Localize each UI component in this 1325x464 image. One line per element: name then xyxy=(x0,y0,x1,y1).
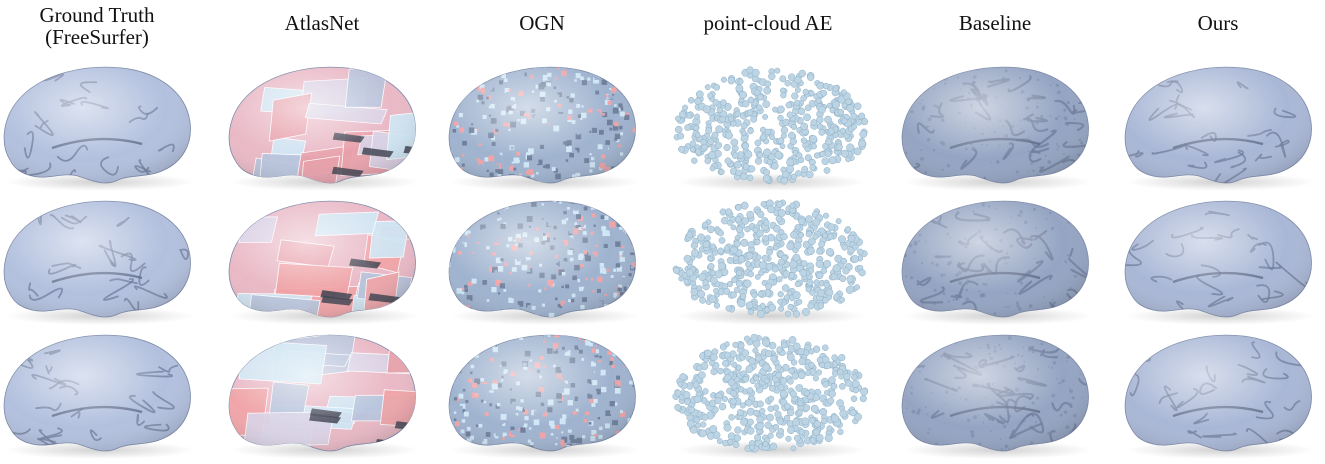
brain-render-ours-row-2 xyxy=(1113,186,1323,326)
brain-render-ours-row-1 xyxy=(1113,52,1323,192)
column-header-line: point-cloud AE xyxy=(703,11,833,35)
point-cloud-brain xyxy=(672,199,868,318)
brain-render-ogn-row-1 xyxy=(437,52,647,192)
column-header-line: Ground Truth xyxy=(39,3,155,27)
ground-shadow xyxy=(676,307,866,325)
atlasnet-brain xyxy=(228,66,416,184)
column-header-gt: Ground Truth (FreeSurfer) xyxy=(0,4,207,48)
brain-render-baseline-row-1 xyxy=(890,52,1100,192)
brain-render-gt-row-3 xyxy=(0,320,202,460)
freesurfer-brain xyxy=(3,334,191,452)
baseline-brain xyxy=(901,200,1089,318)
atlasnet-brain xyxy=(228,200,416,318)
brain-render-atlasnet-row-1 xyxy=(217,52,427,192)
baseline-brain xyxy=(901,334,1089,452)
ours-brain xyxy=(1124,66,1312,184)
atlasnet-brain xyxy=(228,334,416,452)
column-header-ours: Ours xyxy=(1108,12,1325,56)
point-cloud-brain xyxy=(673,66,869,185)
column-header-line: Ours xyxy=(1197,11,1239,35)
brain-render-gt-row-2 xyxy=(0,186,202,326)
column-header-ogn: OGN xyxy=(432,12,652,56)
ours-brain xyxy=(1124,200,1312,318)
column-header-line: (FreeSurfer) xyxy=(45,25,149,49)
column-header-line: Baseline xyxy=(958,11,1032,35)
ogn-brain xyxy=(448,200,636,318)
baseline-brain xyxy=(901,66,1089,184)
column-header-baseline: Baseline xyxy=(885,12,1105,56)
brain-render-atlasnet-row-2 xyxy=(217,186,427,326)
brain-render-gt-row-1 xyxy=(0,52,202,192)
brain-render-atlasnet-row-3 xyxy=(217,320,427,460)
brain-render-pcae-row-3 xyxy=(663,320,873,460)
ogn-brain xyxy=(448,66,636,184)
freesurfer-brain xyxy=(3,66,191,184)
brain-render-baseline-row-3 xyxy=(890,320,1100,460)
column-header-atlasnet: AtlasNet xyxy=(212,12,432,56)
brain-render-ours-row-3 xyxy=(1113,320,1323,460)
brain-render-pcae-row-1 xyxy=(663,52,873,192)
brain-render-baseline-row-2 xyxy=(890,186,1100,326)
column-header-pcae: point-cloud AE xyxy=(658,12,878,56)
brain-render-ogn-row-2 xyxy=(437,186,647,326)
column-header-line: AtlasNet xyxy=(284,11,360,35)
ours-brain xyxy=(1124,334,1312,452)
brain-render-pcae-row-2 xyxy=(663,186,873,326)
brain-render-ogn-row-3 xyxy=(437,320,647,460)
ogn-brain xyxy=(448,334,636,452)
point-cloud-brain xyxy=(672,333,869,453)
freesurfer-brain xyxy=(3,200,191,318)
column-header-line: OGN xyxy=(519,11,565,35)
